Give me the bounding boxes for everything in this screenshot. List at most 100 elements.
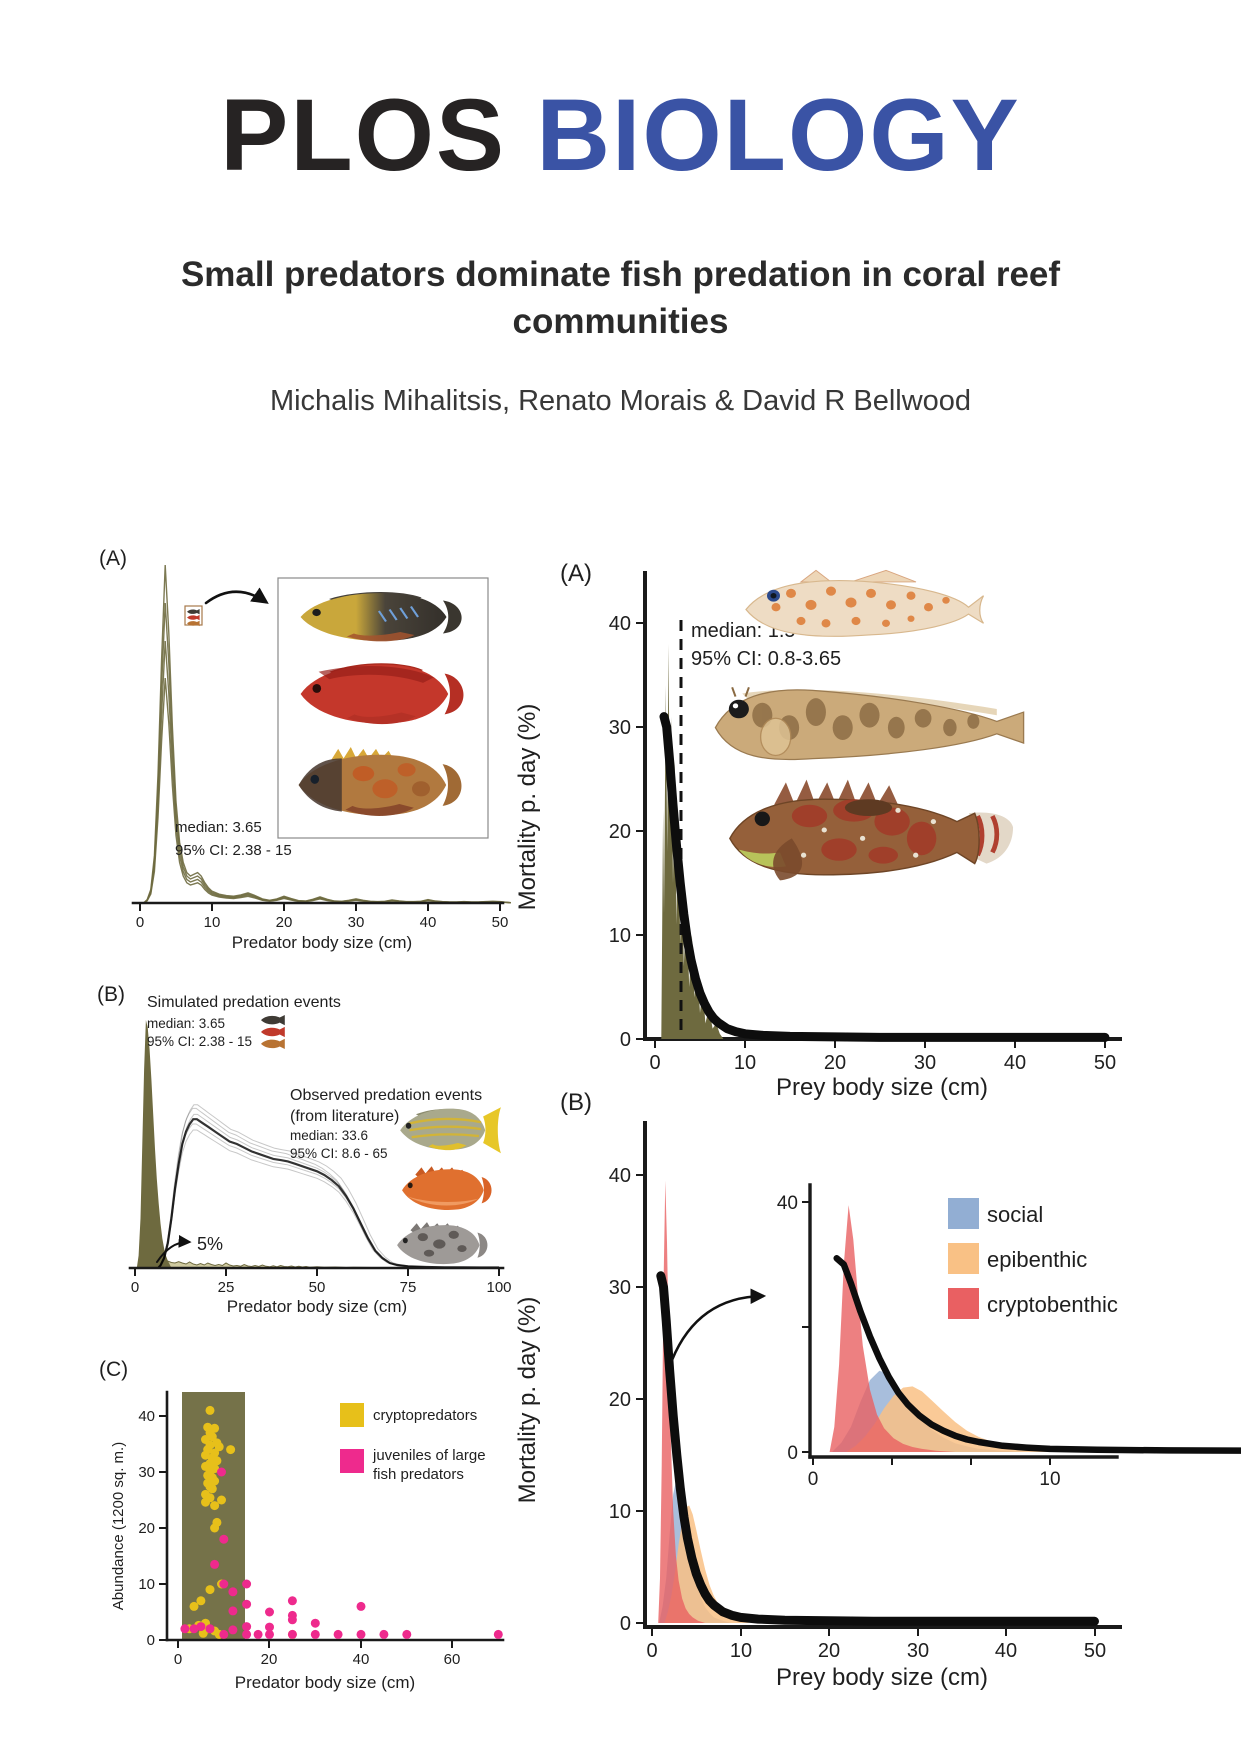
- x-tick-label: 10: [204, 914, 221, 931]
- x-axis-ticks: [177, 1640, 453, 1648]
- data-point: [242, 1629, 252, 1639]
- x-tick-label: 50: [309, 1279, 326, 1296]
- x-tick-label: 50: [1084, 1640, 1106, 1662]
- inset-mortality-curve: [833, 1255, 1241, 1454]
- data-point: [217, 1495, 226, 1505]
- fish-image-goby: [745, 569, 985, 637]
- annotation-ci: 95% CI: 0.8-3.65: [691, 648, 841, 670]
- fish-image-bicolor-dottyback: [300, 592, 462, 642]
- figure-left-panel-a: (A): [99, 547, 511, 952]
- data-point: [212, 1456, 222, 1466]
- journal-logo-biology: BIOLOGY: [536, 78, 1021, 192]
- data-point: [310, 1618, 320, 1628]
- data-point: [356, 1629, 366, 1639]
- fish-image-red-dottyback: [300, 663, 464, 725]
- x-tick-label: 0: [646, 1640, 657, 1662]
- data-point: [242, 1579, 252, 1589]
- data-point: [219, 1534, 229, 1544]
- figure-right-panels: (A) 40 30 20 10 0 Mortality p. day (%) 0…: [514, 560, 1241, 1691]
- inset-y-tick-label: 0: [787, 1443, 798, 1464]
- x-axis-label: Prey body size (cm): [776, 1074, 988, 1101]
- y-tick-label: 30: [138, 1464, 155, 1481]
- y-axis-label: Mortality p. day (%): [514, 1297, 541, 1504]
- inset-x-ticks: [812, 1457, 1051, 1465]
- legend-swatch-epibenthic: [948, 1243, 979, 1274]
- data-point: [205, 1585, 215, 1595]
- x-tick-label: 20: [261, 1651, 278, 1668]
- x-tick-label: 40: [995, 1640, 1017, 1662]
- data-point: [201, 1497, 210, 1507]
- inset-arrow: [670, 1288, 767, 1362]
- density-simulated-spike: [136, 1020, 172, 1268]
- goby-spots: [771, 586, 950, 628]
- annotation-pct: 5%: [197, 1234, 223, 1254]
- figure-left-panel-c: (C) 0 10 20 30 40 Abundance (1200 sq. m.…: [99, 1358, 505, 1692]
- observed-median: median: 33.6: [290, 1128, 368, 1143]
- data-point: [333, 1629, 343, 1639]
- x-axis-label: Prey body size (cm): [776, 1664, 988, 1691]
- x-tick-label: 40: [1004, 1052, 1026, 1074]
- data-point: [226, 1445, 236, 1455]
- x-tick-label: 60: [444, 1651, 461, 1668]
- y-axis-ticks: [636, 1174, 645, 1624]
- density-observed-ensemble: [157, 1104, 503, 1269]
- x-axis-ticks: [651, 1627, 1096, 1636]
- observed-title: Observed predation events: [290, 1087, 482, 1104]
- x-tick-label: 0: [136, 914, 144, 931]
- data-point: [207, 1432, 217, 1442]
- y-tick-label: 10: [609, 925, 631, 947]
- data-point: [214, 1442, 224, 1452]
- x-tick-label: 20: [824, 1052, 846, 1074]
- journal-logo-plos: PLOS: [220, 78, 506, 192]
- data-point: [287, 1629, 297, 1639]
- panel-label: (B): [97, 983, 125, 1006]
- data-point: [205, 1405, 215, 1415]
- paper-title: Small predators dominate fish predation …: [180, 255, 1061, 341]
- inset-density-cryptobenthic: [829, 1205, 956, 1452]
- data-point: [493, 1629, 503, 1639]
- inset-x-tick-label: 0: [808, 1469, 819, 1490]
- x-tick-label: 0: [649, 1052, 660, 1074]
- data-point: [253, 1629, 263, 1639]
- y-tick-label: 30: [609, 1277, 631, 1299]
- x-axis-label: Predator body size (cm): [232, 933, 412, 952]
- panel-label: (B): [560, 1089, 592, 1116]
- legend-label-social: social: [987, 1202, 1043, 1227]
- data-point: [402, 1629, 412, 1639]
- data-point: [228, 1587, 238, 1597]
- data-point: [265, 1629, 274, 1639]
- x-tick-label: 30: [348, 914, 365, 931]
- density-simulated-predator-size: [143, 564, 511, 904]
- panel-label: (A): [99, 547, 127, 570]
- legend-label-cryptopredators: cryptopredators: [373, 1407, 477, 1424]
- simulated-median: median: 3.65: [147, 1016, 225, 1031]
- data-point: [207, 1484, 217, 1494]
- x-tick-label: 0: [131, 1279, 139, 1296]
- fish-image-grey-grouper: [397, 1222, 488, 1265]
- annotation-ci: 95% CI: 2.38 - 15: [175, 842, 292, 859]
- x-tick-label: 25: [218, 1279, 235, 1296]
- y-axis-label: Abundance (1200 sq. m.): [110, 1442, 127, 1610]
- data-point: [219, 1629, 229, 1639]
- paper-authors: Michalis Mihalitsis, Renato Morais & Dav…: [269, 385, 972, 417]
- y-tick-label: 0: [147, 1632, 155, 1649]
- x-tick-label: 40: [353, 1651, 370, 1668]
- data-point: [219, 1579, 229, 1589]
- fish-image-scorpionfish: [729, 779, 1014, 881]
- scorpionfish-specks: [800, 807, 937, 858]
- observed-subtitle: (from literature): [290, 1108, 399, 1125]
- journal-logo: PLOS BIOLOGY: [0, 81, 1241, 189]
- data-point: [287, 1615, 297, 1625]
- legend-swatch-cryptopredators: [340, 1403, 364, 1427]
- y-tick-label: 40: [609, 1165, 631, 1187]
- pct-arrow: [156, 1234, 192, 1263]
- data-point: [210, 1523, 220, 1533]
- x-tick-label: 50: [492, 914, 509, 931]
- data-point: [265, 1607, 274, 1617]
- mortality-curve: [659, 712, 1110, 1042]
- legend-swatch-social: [948, 1198, 979, 1229]
- inset-arrow: [204, 587, 269, 605]
- data-point: [228, 1625, 238, 1635]
- data-point: [356, 1601, 366, 1611]
